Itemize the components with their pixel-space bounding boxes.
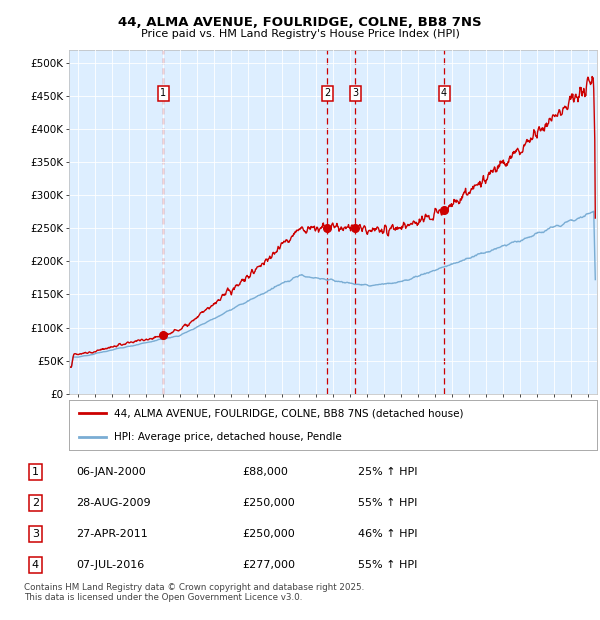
Text: 28-AUG-2009: 28-AUG-2009: [76, 498, 151, 508]
Text: £250,000: £250,000: [242, 529, 295, 539]
Text: 4: 4: [32, 560, 39, 570]
Text: 07-JUL-2016: 07-JUL-2016: [76, 560, 144, 570]
Text: 2: 2: [324, 88, 331, 99]
Text: 4: 4: [441, 88, 447, 99]
Text: HPI: Average price, detached house, Pendle: HPI: Average price, detached house, Pend…: [114, 432, 341, 442]
Text: 44, ALMA AVENUE, FOULRIDGE, COLNE, BB8 7NS: 44, ALMA AVENUE, FOULRIDGE, COLNE, BB8 7…: [118, 16, 482, 29]
Text: 25% ↑ HPI: 25% ↑ HPI: [358, 467, 418, 477]
Text: £250,000: £250,000: [242, 498, 295, 508]
Text: £277,000: £277,000: [242, 560, 295, 570]
Text: Contains HM Land Registry data © Crown copyright and database right 2025.
This d: Contains HM Land Registry data © Crown c…: [24, 583, 364, 602]
Text: £88,000: £88,000: [242, 467, 288, 477]
Text: Price paid vs. HM Land Registry's House Price Index (HPI): Price paid vs. HM Land Registry's House …: [140, 29, 460, 39]
Text: 1: 1: [32, 467, 39, 477]
Text: 1: 1: [160, 88, 166, 99]
Text: 55% ↑ HPI: 55% ↑ HPI: [358, 498, 418, 508]
Text: 55% ↑ HPI: 55% ↑ HPI: [358, 560, 418, 570]
Text: 46% ↑ HPI: 46% ↑ HPI: [358, 529, 418, 539]
Text: 06-JAN-2000: 06-JAN-2000: [76, 467, 146, 477]
Text: 44, ALMA AVENUE, FOULRIDGE, COLNE, BB8 7NS (detached house): 44, ALMA AVENUE, FOULRIDGE, COLNE, BB8 7…: [114, 409, 463, 419]
Text: 27-APR-2011: 27-APR-2011: [76, 529, 148, 539]
Text: 3: 3: [32, 529, 39, 539]
Text: 3: 3: [352, 88, 359, 99]
Text: 2: 2: [32, 498, 39, 508]
